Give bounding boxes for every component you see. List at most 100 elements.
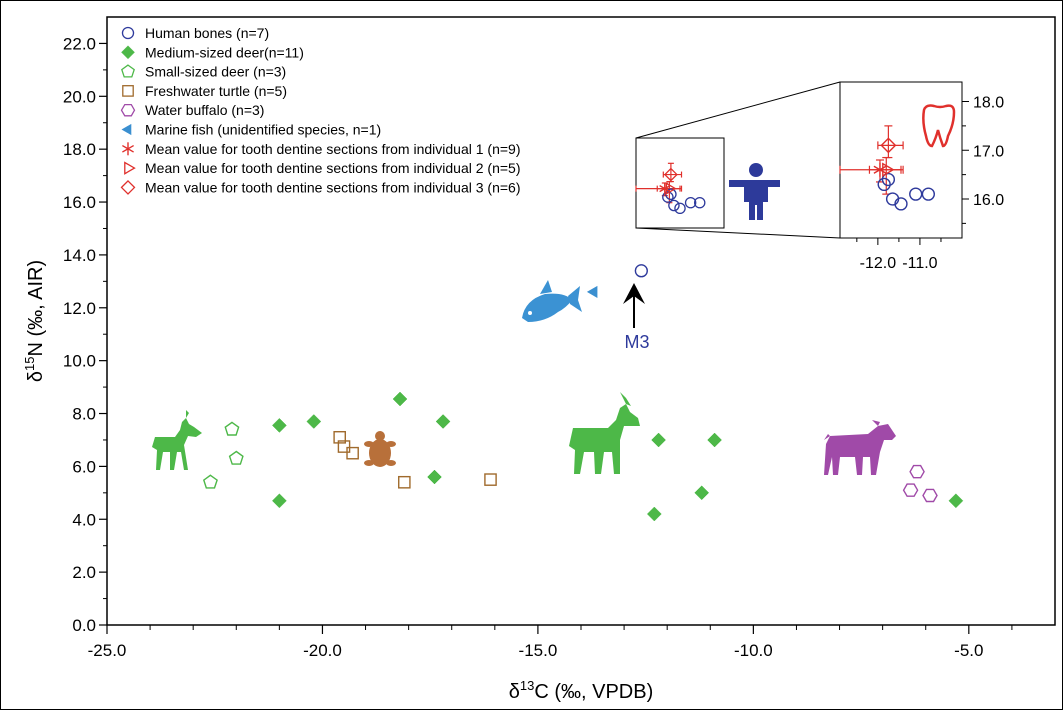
data-point <box>663 167 678 182</box>
x-tick-label: -5.0 <box>954 641 983 660</box>
x-axis: -25.0 -20.0 -15.0 -10.0 -5.0 <box>88 625 1013 660</box>
legend-marker <box>121 26 135 40</box>
legend-marker <box>121 64 135 78</box>
legend-label: Freshwater turtle (n=5) <box>145 83 287 99</box>
data-point <box>333 431 346 444</box>
antelope-icon <box>152 410 202 470</box>
y-tick-label: 12.0 <box>63 299 96 318</box>
data-point <box>707 432 722 448</box>
data-point <box>337 440 351 453</box>
inset-y-tick-label: 17.0 <box>973 143 1004 160</box>
y-tick-label: 4.0 <box>72 510 96 529</box>
inset-y-tick-label: 16.0 <box>973 192 1004 209</box>
legend: Human bones (n=7) Medium-sized deer(n=11)… <box>120 25 521 195</box>
x-tick-label: -25.0 <box>88 641 127 660</box>
annotation-m3: M3 <box>624 332 649 352</box>
y-tick-label: 6.0 <box>72 457 96 476</box>
inset-point <box>877 177 891 192</box>
data-point <box>909 464 925 479</box>
y-tick-label: 10.0 <box>63 352 96 371</box>
y-tick-label: 18.0 <box>63 140 96 159</box>
buffalo-icon <box>824 420 896 475</box>
x-tick-label: -10.0 <box>734 641 773 660</box>
data-point <box>922 488 938 503</box>
data-point <box>659 182 671 195</box>
data-point <box>586 285 598 298</box>
arrow-up-icon <box>623 283 645 328</box>
inset-points <box>873 137 935 211</box>
data-point <box>484 473 497 486</box>
data-point <box>693 196 706 209</box>
legend-label: Small-sized deer (n=3) <box>145 64 286 80</box>
data-point <box>228 450 244 465</box>
y-tick-label: 0.0 <box>72 616 96 635</box>
fish-icon <box>522 280 582 322</box>
data-point <box>665 182 677 195</box>
y-tick-label: 22.0 <box>63 34 96 53</box>
y-tick-label: 2.0 <box>72 563 96 582</box>
inset-point <box>882 162 895 178</box>
data-point <box>674 202 686 215</box>
data-point <box>662 191 674 203</box>
data-point <box>668 199 680 212</box>
zoom-source-box <box>635 137 725 229</box>
error-bar <box>662 162 683 183</box>
legend-label: Water buffalo (n=3) <box>145 102 264 118</box>
data-point <box>651 432 666 448</box>
data-point <box>427 469 442 485</box>
inset-point <box>880 137 897 154</box>
data-point <box>202 474 218 489</box>
y-tick-label: 16.0 <box>63 193 96 212</box>
main-points <box>202 264 964 522</box>
antelope-icon <box>569 392 640 474</box>
data-point <box>272 493 287 509</box>
legend-marker <box>122 85 134 97</box>
data-point <box>306 414 322 429</box>
data-point <box>646 506 662 522</box>
data-point <box>398 475 411 489</box>
legend-marker <box>124 161 136 175</box>
data-point <box>224 421 240 436</box>
data-point <box>634 264 648 278</box>
inset-point <box>873 162 887 177</box>
legend-marker <box>120 179 136 195</box>
legend-marker <box>121 45 135 60</box>
zoom-connector <box>635 81 841 139</box>
inset-x-tick-label: -12.0 <box>860 255 897 272</box>
legend-label: Medium-sized deer(n=11) <box>145 44 304 60</box>
data-point <box>902 483 919 497</box>
inset-point <box>909 187 923 201</box>
data-point <box>684 196 697 209</box>
inset-axes: -12.0 -11.0 16.0 17.0 18.0 <box>856 95 1004 272</box>
inset-x-tick-label: -11.0 <box>902 255 937 272</box>
data-point <box>346 446 359 460</box>
inset-y-tick-label: 18.0 <box>973 95 1004 112</box>
data-point <box>392 391 408 407</box>
y-tick-label: 8.0 <box>72 405 96 424</box>
zoom-connector <box>635 227 841 239</box>
data-point <box>694 485 710 501</box>
turtle-icon <box>364 431 396 467</box>
x-tick-label: -15.0 <box>519 641 558 660</box>
source-box-points <box>635 162 706 215</box>
inset-point <box>921 187 935 201</box>
legend-label: Mean value for tooth dentine sections fr… <box>145 160 521 176</box>
y-axis: 0.0 2.0 4.0 6.0 8.0 10.0 12.0 14.0 16.0 18.0 20.0 2… <box>63 34 107 635</box>
y-axis-label: δ15N (‰, AIR) <box>22 260 47 382</box>
legend-marker <box>120 103 136 117</box>
legend-marker <box>122 142 134 156</box>
inset-point <box>894 197 908 211</box>
legend-label: Marine fish (unidentified species, n=1) <box>145 122 381 138</box>
data-point <box>948 493 964 509</box>
legend-label: Mean value for tooth dentine sections fr… <box>145 179 521 195</box>
data-point <box>272 418 287 433</box>
legend-marker <box>121 123 132 136</box>
human-icon <box>729 163 780 220</box>
legend-label: Mean value for tooth dentine sections fr… <box>145 141 521 157</box>
data-point <box>435 414 451 429</box>
x-tick-label: -20.0 <box>303 641 342 660</box>
legend-label: Human bones (n=7) <box>145 25 269 41</box>
x-axis-label: δ13C (‰, VPDB) <box>509 678 654 703</box>
tooth-icon <box>922 104 956 148</box>
